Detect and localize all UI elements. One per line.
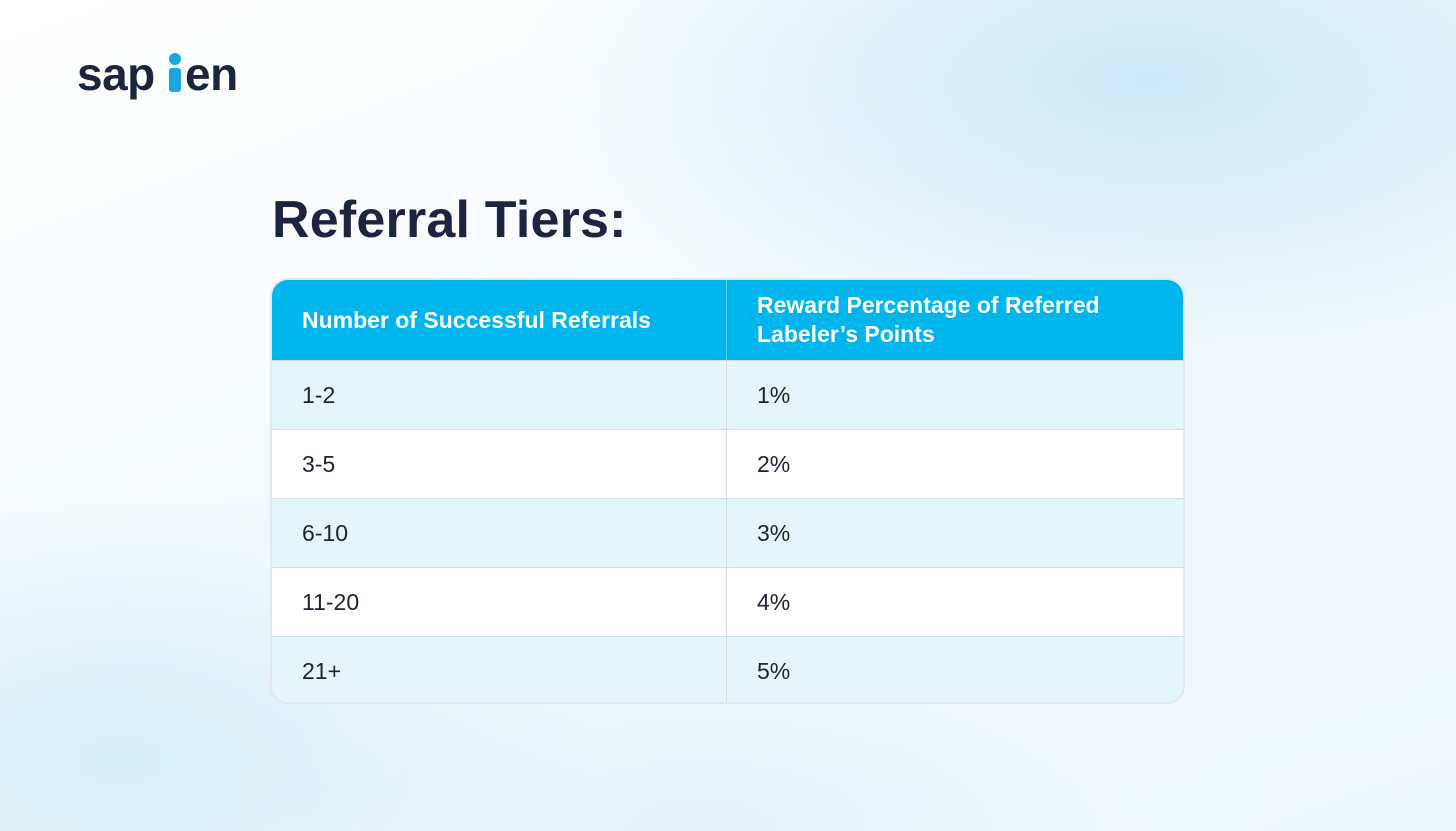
cell-referrals: 21+ bbox=[272, 637, 727, 702]
page-title: Referral Tiers: bbox=[272, 191, 627, 249]
table-row: 1-2 1% bbox=[272, 360, 1183, 429]
cell-reward: 3% bbox=[757, 519, 791, 546]
sapien-logo: sap en bbox=[77, 50, 252, 110]
cell-referrals: 11-20 bbox=[272, 568, 727, 636]
cell-reward: 1% bbox=[757, 381, 791, 408]
table-row: 11-20 4% bbox=[272, 567, 1183, 636]
header-cell-referrals: Number of Successful Referrals bbox=[272, 280, 727, 360]
referral-tiers-table: Number of Successful Referrals Reward Pe… bbox=[270, 278, 1185, 704]
svg-text:sap: sap bbox=[77, 50, 155, 100]
header-cell-reward: Reward Percentage of Referred Labeler’s … bbox=[757, 292, 1100, 347]
table-row: 3-5 2% bbox=[272, 429, 1183, 498]
svg-text:en: en bbox=[185, 50, 238, 100]
cell-referrals: 1-2 bbox=[272, 361, 727, 429]
table-row: 6-10 3% bbox=[272, 498, 1183, 567]
table-row: 21+ 5% bbox=[272, 636, 1183, 702]
cell-reward: 2% bbox=[757, 450, 791, 477]
cell-reward: 5% bbox=[757, 657, 791, 684]
cell-reward: 4% bbox=[757, 588, 791, 615]
cell-referrals: 6-10 bbox=[272, 499, 727, 567]
sapien-logo-mark: sap en bbox=[77, 50, 238, 100]
cell-referrals: 3-5 bbox=[272, 430, 727, 498]
table-header-row: Number of Successful Referrals Reward Pe… bbox=[272, 280, 1183, 360]
